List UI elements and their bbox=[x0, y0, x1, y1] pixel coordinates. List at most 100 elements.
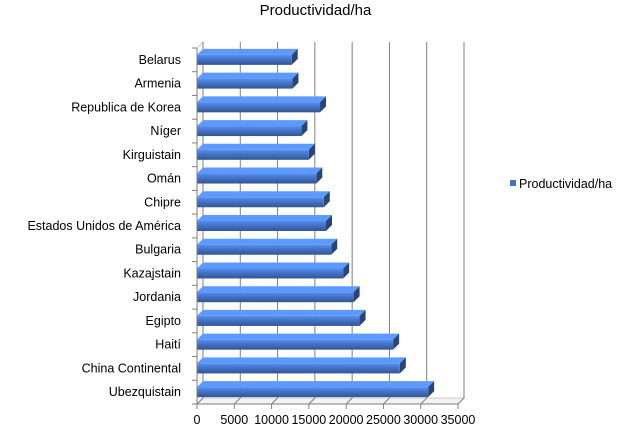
bar-end bbox=[331, 238, 338, 255]
gridline-floor bbox=[233, 397, 241, 405]
category-label: China Continental bbox=[82, 361, 181, 375]
x-tick-label: 35000 bbox=[441, 413, 476, 427]
bar-top bbox=[197, 333, 400, 340]
bar-top bbox=[197, 120, 308, 127]
bar-front bbox=[197, 78, 293, 89]
bar bbox=[197, 191, 330, 208]
bar bbox=[197, 96, 327, 113]
axes: Belarus Armenia Republica de Korea Níger Kir… bbox=[27, 47, 476, 427]
x-tick-label: 5000 bbox=[220, 413, 248, 427]
bar-top bbox=[197, 191, 330, 198]
bar-top bbox=[197, 72, 299, 79]
bar-front bbox=[197, 102, 321, 113]
gridline-floor bbox=[383, 397, 390, 405]
x-tick-label: 30000 bbox=[403, 413, 438, 427]
bar-front bbox=[197, 339, 394, 350]
category-label: Chipre bbox=[144, 195, 181, 209]
bar-top bbox=[197, 238, 338, 245]
bar-top bbox=[197, 309, 366, 316]
bars bbox=[197, 48, 435, 398]
legend-label: Productividad/ha bbox=[519, 177, 612, 191]
category-label: Jordania bbox=[133, 290, 181, 304]
bar-front bbox=[197, 221, 327, 231]
bar-end bbox=[343, 262, 350, 279]
bar-top bbox=[197, 215, 333, 221]
category-label: Haití bbox=[155, 338, 181, 352]
category-label: Ubezquistain bbox=[109, 385, 181, 399]
category-label: Kazajstain bbox=[123, 266, 181, 280]
x-tick-label: 0 bbox=[194, 413, 201, 427]
bar-front bbox=[197, 363, 400, 374]
gridline-floor bbox=[308, 397, 316, 405]
x-tick-label: 25000 bbox=[366, 413, 401, 427]
bar-end bbox=[308, 143, 315, 160]
x-tick-label: 15000 bbox=[291, 413, 326, 427]
bar-end bbox=[301, 120, 308, 137]
bar-top bbox=[197, 167, 323, 174]
bar-end bbox=[399, 357, 406, 374]
bar-front bbox=[197, 244, 332, 255]
bar-end bbox=[326, 215, 333, 231]
category-labels: Belarus Armenia Republica de Korea Níger Kir… bbox=[27, 53, 181, 399]
bar-front bbox=[197, 292, 354, 303]
category-label: Bulgaria bbox=[135, 243, 181, 257]
bar-front bbox=[197, 54, 292, 65]
bar-end bbox=[323, 191, 330, 208]
bar-end bbox=[291, 48, 298, 65]
bar-top bbox=[197, 381, 435, 388]
category-label: Republica de Korea bbox=[71, 100, 181, 114]
bar bbox=[197, 309, 366, 326]
bar-top bbox=[197, 96, 327, 103]
gridline-floor bbox=[457, 397, 465, 405]
bar bbox=[197, 357, 406, 374]
bar-front bbox=[197, 173, 317, 184]
bar bbox=[197, 333, 400, 350]
bar bbox=[197, 143, 315, 160]
category-label: Armenia bbox=[134, 77, 181, 91]
bar-front bbox=[197, 315, 360, 326]
gridline-floor bbox=[271, 397, 278, 405]
bar-end bbox=[428, 381, 435, 398]
bar bbox=[197, 381, 435, 398]
bar bbox=[197, 215, 333, 231]
bar-end bbox=[353, 286, 360, 303]
bar bbox=[197, 167, 323, 184]
bar-top bbox=[197, 286, 360, 293]
chart-title: Productividad/ha bbox=[259, 2, 372, 19]
bar-front bbox=[197, 197, 324, 208]
bar-end bbox=[316, 167, 323, 184]
bar-front bbox=[197, 126, 302, 137]
category-label: Omán bbox=[147, 172, 181, 186]
bar-end bbox=[292, 72, 299, 89]
category-label: Belarus bbox=[139, 53, 181, 67]
bar bbox=[197, 48, 298, 65]
bar bbox=[197, 238, 338, 255]
bar bbox=[197, 262, 350, 279]
gridline-floor bbox=[345, 397, 353, 405]
category-label: Estados Unidos de América bbox=[27, 219, 181, 233]
bar-end bbox=[359, 309, 366, 326]
bar-end bbox=[320, 96, 327, 113]
bar-front bbox=[197, 268, 344, 279]
bar-front bbox=[197, 387, 429, 398]
category-label: Egipto bbox=[146, 314, 181, 328]
bar-top bbox=[197, 48, 298, 55]
bar-front bbox=[197, 149, 309, 160]
bar bbox=[197, 72, 299, 89]
bar bbox=[197, 120, 308, 137]
category-label: Níger bbox=[150, 124, 181, 138]
legend-swatch bbox=[510, 180, 516, 186]
bar-top bbox=[197, 143, 315, 150]
bar-end bbox=[393, 333, 400, 350]
x-tick-label: 20000 bbox=[329, 413, 364, 427]
bar bbox=[197, 286, 360, 303]
category-label: Kirguistain bbox=[123, 148, 181, 162]
gridline-floor bbox=[420, 397, 428, 405]
x-tick-label: 10000 bbox=[254, 413, 289, 427]
bar-top bbox=[197, 357, 406, 364]
legend: Productividad/ha bbox=[510, 177, 612, 191]
gridline-floor bbox=[196, 397, 204, 405]
bar-top bbox=[197, 262, 350, 269]
x-tick-labels: 0 5000 10000 15000 20000 25000 30000 35000 bbox=[194, 413, 476, 427]
